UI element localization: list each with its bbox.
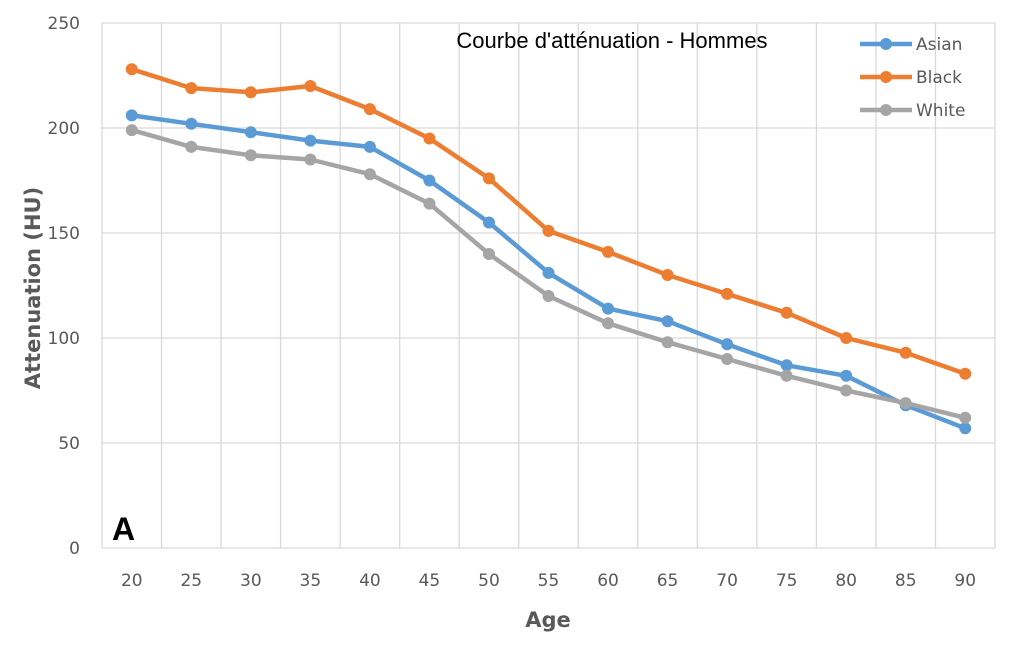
x-tick-label: 65: [657, 571, 679, 591]
data-point: [959, 367, 972, 380]
y-tick-label: 250: [48, 14, 80, 34]
data-point: [363, 140, 376, 153]
data-point: [661, 336, 674, 349]
data-point: [185, 82, 198, 95]
legend-label: Black: [916, 68, 962, 88]
data-point: [244, 149, 257, 162]
x-axis-ticks: 20 25 30 35 40 45 50 55 60 65 70 75 80 85 90: [121, 571, 976, 591]
x-tick-label: 25: [180, 571, 202, 591]
y-tick-label: 100: [48, 329, 80, 349]
data-point: [840, 369, 853, 382]
data-point: [602, 245, 615, 258]
data-point: [244, 86, 257, 99]
chart-title: Courbe d'atténuation - Hommes: [456, 28, 767, 53]
data-point: [125, 63, 138, 76]
series-lines: [125, 63, 972, 435]
panel-label: A: [112, 511, 135, 547]
x-tick-label: 50: [478, 571, 500, 591]
data-point: [721, 287, 734, 300]
data-point: [185, 117, 198, 130]
x-tick-label: 90: [954, 571, 976, 591]
legend-label: White: [916, 101, 965, 121]
data-point: [304, 134, 317, 147]
data-point: [185, 140, 198, 153]
data-point: [721, 338, 734, 351]
x-tick-label: 20: [121, 571, 143, 591]
legend-label: Asian: [916, 35, 962, 55]
y-axis-title: Attenuation (HU): [21, 187, 45, 389]
data-point: [542, 266, 555, 279]
data-point: [899, 346, 912, 359]
data-point: [780, 369, 793, 382]
legend-item-black: Black: [860, 68, 962, 88]
x-tick-label: 45: [419, 571, 441, 591]
data-point: [721, 353, 734, 365]
x-tick-label: 30: [240, 571, 262, 591]
data-point: [602, 317, 615, 330]
x-tick-label: 75: [776, 571, 798, 591]
data-point: [304, 153, 317, 166]
x-tick-label: 40: [359, 571, 381, 591]
series-black: [125, 63, 972, 380]
data-point: [542, 224, 555, 237]
data-point: [899, 397, 912, 410]
x-tick-label: 60: [597, 571, 619, 591]
data-point: [423, 174, 436, 187]
legend-marker: [880, 104, 892, 116]
data-point: [959, 411, 972, 424]
x-tick-label: 85: [895, 571, 917, 591]
data-point: [423, 132, 436, 145]
data-point: [840, 332, 853, 344]
legend-marker: [880, 71, 892, 83]
data-point: [482, 216, 495, 229]
series-white: [125, 124, 972, 424]
legend-item-white: White: [860, 101, 965, 121]
data-point: [304, 80, 317, 92]
x-tick-label: 55: [538, 571, 560, 591]
data-point: [363, 168, 376, 181]
data-point: [482, 172, 495, 185]
data-point: [602, 302, 615, 315]
y-axis-ticks: 0 50 100 150 200 250: [48, 14, 80, 559]
data-point: [661, 269, 674, 281]
data-point: [959, 422, 972, 435]
x-axis-title: Age: [525, 608, 571, 632]
y-tick-label: 50: [58, 434, 80, 454]
x-tick-label: 70: [716, 571, 738, 591]
data-point: [780, 306, 793, 319]
x-tick-label: 35: [300, 571, 322, 591]
data-point: [125, 109, 138, 122]
legend: Asian Black White: [860, 35, 965, 121]
data-point: [661, 315, 674, 328]
data-point: [482, 248, 495, 260]
y-tick-label: 200: [48, 119, 80, 139]
y-tick-label: 0: [69, 539, 80, 559]
legend-marker: [880, 38, 892, 50]
gridlines: [101, 22, 996, 549]
data-point: [423, 197, 436, 210]
legend-item-asian: Asian: [860, 35, 962, 55]
data-point: [542, 290, 555, 302]
series-line: [131, 67, 966, 376]
data-point: [840, 384, 853, 397]
data-point: [244, 126, 257, 139]
data-point: [363, 103, 376, 116]
y-tick-label: 150: [48, 224, 80, 244]
data-point: [780, 359, 793, 372]
data-point: [125, 124, 138, 137]
x-tick-label: 80: [835, 571, 857, 591]
